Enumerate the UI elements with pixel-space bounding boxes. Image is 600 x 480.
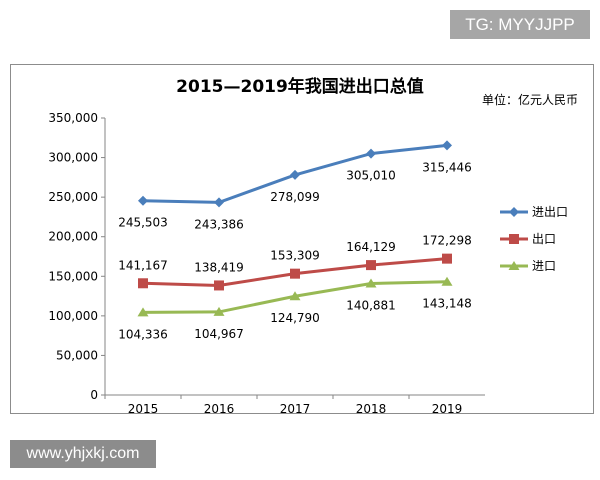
square-marker bbox=[214, 280, 224, 291]
square-marker bbox=[290, 268, 300, 279]
data-label: 138,419 bbox=[194, 260, 244, 274]
data-label: 153,309 bbox=[270, 249, 320, 263]
y-tick-label: 250,000 bbox=[48, 190, 98, 204]
y-tick-label: 100,000 bbox=[48, 309, 98, 323]
chart-frame bbox=[10, 64, 594, 414]
legend-label: 进出口 bbox=[532, 205, 568, 219]
diamond-marker bbox=[214, 197, 224, 208]
y-tick-label: 150,000 bbox=[48, 269, 98, 283]
data-label: 140,881 bbox=[346, 299, 396, 313]
y-tick-label: 300,000 bbox=[48, 151, 98, 165]
square-marker bbox=[366, 260, 376, 271]
legend-label: 进口 bbox=[532, 259, 556, 273]
data-label: 124,790 bbox=[270, 311, 320, 325]
data-label: 172,298 bbox=[422, 234, 472, 248]
square-marker bbox=[509, 234, 519, 244]
diamond-marker bbox=[366, 148, 376, 159]
square-marker bbox=[442, 253, 452, 264]
data-label: 315,446 bbox=[422, 160, 472, 174]
data-label: 243,386 bbox=[194, 217, 244, 231]
triangle-marker bbox=[508, 261, 520, 270]
data-label: 278,099 bbox=[270, 190, 320, 204]
data-label: 104,336 bbox=[118, 327, 168, 341]
x-tick-label: 2015 bbox=[128, 402, 159, 416]
data-label: 141,167 bbox=[118, 258, 168, 272]
watermark-telegram: TG: MYYJJPP bbox=[450, 10, 590, 39]
unit-label: 单位：亿元人民币 bbox=[482, 92, 578, 107]
triangle-marker bbox=[137, 307, 149, 317]
x-tick-label: 2019 bbox=[432, 402, 463, 416]
data-label: 305,010 bbox=[346, 169, 396, 183]
data-label: 143,148 bbox=[422, 297, 472, 311]
y-tick-label: 200,000 bbox=[48, 230, 98, 244]
square-marker bbox=[138, 278, 148, 289]
triangle-marker bbox=[289, 291, 301, 301]
chart-title: 2015—2019年我国进出口总值 bbox=[176, 76, 424, 97]
triangle-marker bbox=[441, 276, 453, 286]
diamond-marker bbox=[138, 195, 148, 206]
y-tick-label: 50,000 bbox=[56, 348, 98, 362]
y-tick-label: 0 bbox=[90, 388, 98, 402]
diamond-marker bbox=[442, 140, 452, 151]
diamond-marker bbox=[290, 169, 300, 180]
data-label: 245,503 bbox=[118, 216, 168, 230]
y-tick-label: 350,000 bbox=[48, 111, 98, 125]
x-tick-label: 2017 bbox=[280, 402, 311, 416]
x-tick-label: 2018 bbox=[356, 402, 387, 416]
triangle-marker bbox=[213, 306, 225, 316]
legend-label: 出口 bbox=[532, 232, 556, 246]
data-label: 104,967 bbox=[194, 327, 244, 341]
diamond-marker bbox=[509, 207, 519, 217]
x-tick-label: 2016 bbox=[204, 402, 235, 416]
triangle-marker bbox=[365, 278, 377, 288]
watermark-site: www.yhjxkj.com bbox=[10, 440, 156, 468]
data-label: 164,129 bbox=[346, 240, 396, 254]
